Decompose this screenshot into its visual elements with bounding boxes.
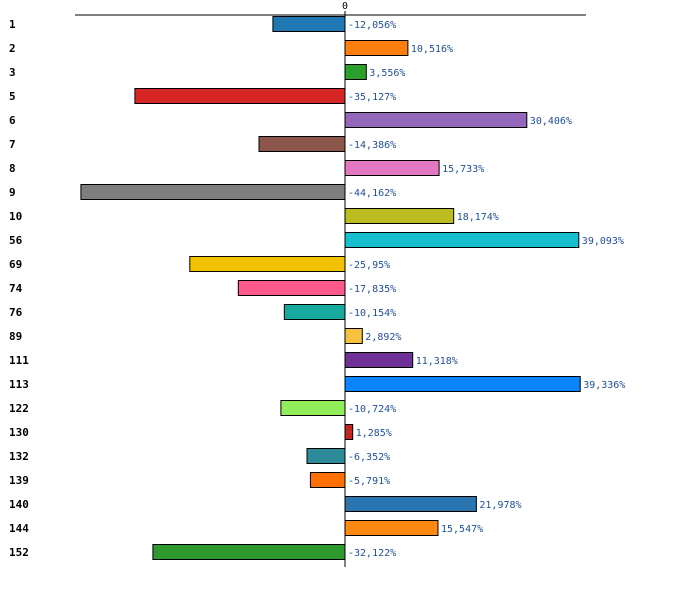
value-label-6: 30,406%	[530, 116, 572, 127]
category-label-144: 144	[9, 522, 29, 535]
value-label-10: 18,174%	[457, 212, 499, 223]
bar-144	[344, 520, 439, 536]
value-label-5: -35,127%	[348, 92, 396, 103]
category-label-8: 8	[9, 162, 16, 175]
bar-69	[189, 256, 346, 272]
value-label-139: -5,791%	[348, 476, 390, 487]
bar-10	[344, 208, 455, 224]
category-label-111: 111	[9, 354, 29, 367]
value-label-9: -44,162%	[348, 188, 396, 199]
category-label-2: 2	[9, 42, 16, 55]
bar-132	[306, 448, 346, 464]
category-label-113: 113	[9, 378, 29, 391]
value-label-113: 39,336%	[583, 380, 625, 391]
category-label-1: 1	[9, 18, 16, 31]
value-label-111: 11,318%	[416, 356, 458, 367]
value-label-69: -25,95%	[348, 260, 390, 271]
category-label-132: 132	[9, 450, 29, 463]
value-label-7: -14,386%	[348, 140, 396, 151]
value-label-1: -12,056%	[348, 20, 396, 31]
value-labels: -12,056% 10,516% 3,556% -35,127% 30,406% -14,…	[348, 20, 625, 559]
category-label-152: 152	[9, 546, 29, 559]
value-label-130: 1,285%	[356, 428, 392, 439]
value-label-144: 15,547%	[441, 524, 483, 535]
bar-113	[344, 376, 581, 392]
category-label-139: 139	[9, 474, 29, 487]
value-label-8: 15,733%	[442, 164, 484, 175]
value-label-132: -6,352%	[348, 452, 390, 463]
category-label-89: 89	[9, 330, 22, 343]
bar-8	[344, 160, 440, 176]
category-label-140: 140	[9, 498, 29, 511]
value-label-76: -10,154%	[348, 308, 396, 319]
value-label-152: -32,122%	[348, 548, 396, 559]
category-label-74: 74	[9, 282, 23, 295]
bar-122	[280, 400, 346, 416]
bar-7	[258, 136, 346, 152]
category-labels: 1235678910566974768911111312213013213914…	[9, 18, 29, 559]
value-label-74: -17,835%	[348, 284, 396, 295]
bar-139	[309, 472, 346, 488]
value-label-89: 2,892%	[365, 332, 401, 343]
bar-2	[344, 40, 409, 56]
bar-130	[344, 424, 354, 440]
category-label-3: 3	[9, 66, 16, 79]
bar-111	[344, 352, 414, 368]
category-label-76: 76	[9, 306, 23, 319]
bar-5	[134, 88, 346, 104]
category-label-130: 130	[9, 426, 29, 439]
category-label-10: 10	[9, 210, 22, 223]
value-label-140: 21,978%	[479, 500, 521, 511]
bar-74	[237, 280, 346, 296]
value-label-122: -10,724%	[348, 404, 396, 415]
bar-56	[344, 232, 580, 248]
value-label-2: 10,516%	[411, 44, 453, 55]
bar-140	[344, 496, 477, 512]
bar-89	[344, 328, 363, 344]
category-label-7: 7	[9, 138, 16, 151]
zero-tick-label: 0	[342, 1, 348, 12]
bar-152	[152, 544, 346, 560]
category-label-5: 5	[9, 90, 16, 103]
value-label-56: 39,093%	[582, 236, 624, 247]
bars-layer	[80, 16, 581, 560]
bar-9	[80, 184, 346, 200]
category-label-56: 56	[9, 234, 23, 247]
value-label-3: 3,556%	[369, 68, 405, 79]
bar-6	[344, 112, 528, 128]
bar-76	[283, 304, 346, 320]
category-label-69: 69	[9, 258, 22, 271]
category-label-6: 6	[9, 114, 16, 127]
category-label-9: 9	[9, 186, 16, 199]
bar-1	[272, 16, 346, 32]
bar-3	[344, 64, 367, 80]
category-label-122: 122	[9, 402, 29, 415]
